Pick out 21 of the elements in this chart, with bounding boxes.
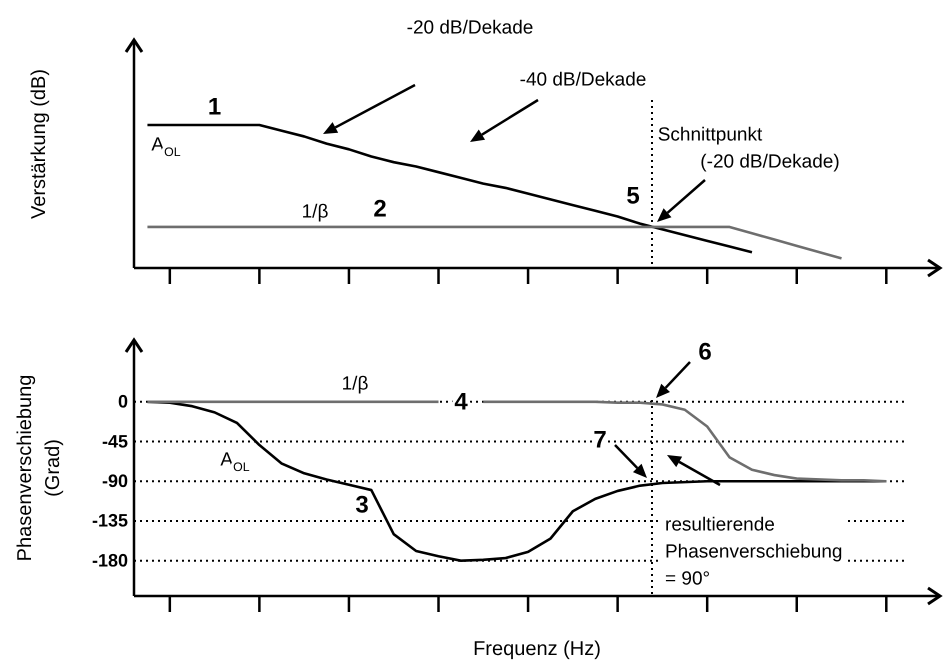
y-tick-label: -135 — [92, 510, 128, 531]
y-axis-title: Verstärkung (dB) — [28, 68, 50, 220]
text: 1 — [208, 94, 222, 120]
annotation: 1/β — [302, 202, 328, 222]
y-tick-label: -180 — [92, 550, 128, 570]
y-tick-label: 0 — [118, 392, 128, 412]
text: -20 dB/Dekade — [406, 18, 534, 38]
annotation: 7 — [593, 426, 607, 454]
y-axis-title: Phasenverschiebung (Grad) — [14, 374, 64, 562]
annotation: 5 — [626, 182, 640, 210]
annotation: 6 — [698, 338, 712, 366]
annotation: 1/β — [342, 374, 368, 394]
x-axis-title: Frequenz (Hz) — [473, 638, 601, 660]
annotation: 4 — [454, 388, 468, 416]
annotation: resultierende Phasenverschiebung = 90° — [665, 514, 842, 590]
y-tick-label: -45 — [102, 431, 128, 452]
annotation: 3 — [355, 492, 369, 518]
y-tick-label: -90 — [102, 471, 128, 491]
text: -40 dB/Dekade — [520, 70, 646, 90]
annotation: Schnittpunkt (-20 dB/Dekade) — [658, 124, 840, 172]
annotation: 2 — [373, 196, 387, 222]
